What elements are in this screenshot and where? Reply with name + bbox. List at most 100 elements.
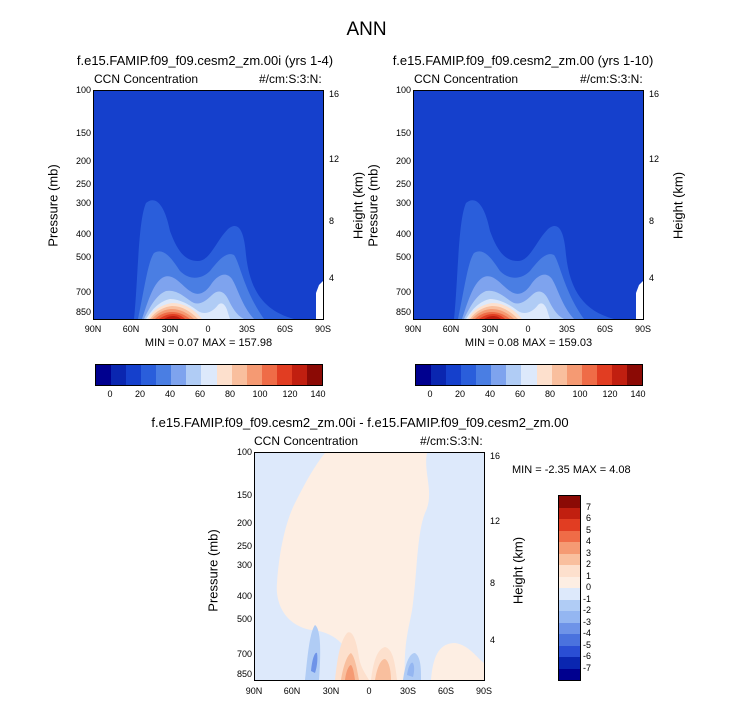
panel-2-ytick-500: 500	[395, 252, 411, 262]
panel-1-ytick-right-12: 12	[329, 154, 340, 164]
panel-2-colorbar-swatch	[491, 365, 507, 385]
panel-1-colorbar-tick: 120	[282, 389, 298, 399]
panel-3-ytick-400: 400	[236, 591, 252, 601]
panel-3-colorbar-tick: 4	[586, 536, 592, 546]
panel-3-colorbar-swatch	[559, 530, 580, 542]
panel-1-colorbar-swatch	[186, 365, 202, 385]
panel-1-ytick-100: 100	[75, 85, 91, 95]
panel-3-colorbar-tick: 7	[586, 502, 592, 512]
panel-3-ylabel-right: Height (km)	[510, 536, 526, 605]
panel-2-ytick-right-12: 12	[649, 154, 660, 164]
panel-3-xtick-90s: 90S	[475, 686, 492, 696]
panel-3-positive-region	[276, 453, 430, 680]
panel-3-colorbar-swatch	[559, 542, 580, 554]
panel-2-units-label: #/cm:S:3:N:	[580, 72, 643, 86]
panel-3-colorbar-swatch	[559, 657, 580, 669]
panel-1-ytick-300: 300	[75, 198, 91, 208]
panel-3-positive-region-south	[431, 643, 484, 680]
panel-1-ytick-850: 850	[75, 307, 91, 317]
panel-3-colorbar-swatch	[559, 668, 580, 680]
panel-2-ytick-right-8: 8	[649, 216, 655, 226]
panel-3-colorbar-tick: 1	[586, 571, 592, 581]
panel-3-ytick-right-12: 12	[490, 516, 501, 526]
panel-2-ytick-100: 100	[395, 85, 411, 95]
panel-2-colorbar-tick: 100	[572, 389, 588, 399]
panel-2-variable-label: CCN Concentration	[414, 72, 519, 86]
panel-1-colorbar-swatch	[171, 365, 187, 385]
panel-1-ytick-250: 250	[75, 179, 91, 189]
panel-2-plot	[413, 90, 644, 320]
panel-3-minmax: MIN = -2.35 MAX = 4.08	[512, 464, 631, 476]
panel-1-colorbar-tick: 0	[107, 389, 113, 399]
panel-3-plot	[254, 452, 485, 681]
panel-2-colorbar-tick: 20	[454, 389, 465, 399]
panel-1-variable-label: CCN Concentration	[94, 72, 199, 86]
panel-2-colorbar-swatch	[536, 365, 552, 385]
panel-3-xtick-90n: 90N	[245, 686, 263, 696]
panel-1-xtick-90s: 90S	[314, 324, 331, 334]
panel-1-colorbar-swatch	[96, 365, 112, 385]
panel-1-colorbar	[95, 364, 323, 386]
panel-2-colorbar-swatch	[506, 365, 522, 385]
panel-2-ytick-right-4: 4	[649, 273, 655, 283]
panel-1-ytick-150: 150	[75, 128, 91, 138]
panel-3-colorbar-tick: -7	[583, 663, 592, 673]
panel-2-ytick-250: 250	[395, 179, 411, 189]
panel-2-ylabel-right: Height (km)	[670, 171, 686, 240]
panel-1-xtick-30n: 30N	[161, 324, 179, 334]
panel-1-ylabel: Pressure (mb)	[45, 164, 61, 247]
panel-3-xtick-0: 0	[366, 686, 372, 696]
panel-1-ytick-right-8: 8	[329, 216, 335, 226]
panel-2-colorbar-tick: 140	[630, 389, 646, 399]
panel-2-contour-140	[484, 316, 501, 319]
panel-1-units-label: #/cm:S:3:N:	[259, 72, 322, 86]
panel-2-ytick-200: 200	[395, 156, 411, 166]
panel-1-colorbar-tick: 40	[164, 389, 175, 399]
panel-1-ytick-200: 200	[75, 156, 91, 166]
panel-2-ytick-400: 400	[395, 229, 411, 239]
panel-1-xtick-30s: 30S	[238, 324, 255, 334]
panel-2-colorbar-swatch	[551, 365, 567, 385]
panel-3-ytick-850: 850	[236, 669, 252, 679]
panel-2-colorbar-tick: 120	[602, 389, 618, 399]
panel-1-title: f.e15.FAMIP.f09_f09.cesm2_zm.00i (yrs 1-…	[76, 53, 334, 68]
panel-1-xtick-60n: 60N	[122, 324, 140, 334]
panel-2-colorbar-tick: 60	[514, 389, 525, 399]
panel-3-colorbar-tick: 0	[586, 582, 592, 592]
panel-3-variable-label: CCN Concentration	[254, 434, 359, 448]
panel-2-ylabel: Pressure (mb)	[365, 164, 381, 247]
panel-3-ytick-500: 500	[236, 614, 252, 624]
panel-1-colorbar-swatch	[216, 365, 232, 385]
panel-2-ytick-right-16: 16	[649, 89, 660, 99]
panel-3-colorbar-swatch	[559, 496, 580, 508]
panel-2-colorbar-swatch	[461, 365, 477, 385]
panel-3-colorbar-tick: -4	[583, 628, 592, 638]
panel-1-ytick-right-4: 4	[329, 273, 335, 283]
panel-3-colorbar-swatch	[559, 611, 580, 623]
panel-1-colorbar-tick: 140	[310, 389, 326, 399]
panel-3-colorbar	[558, 495, 581, 681]
panel-1-colorbar-swatch	[261, 365, 277, 385]
panel-2-colorbar-tick: 40	[484, 389, 495, 399]
panel-3-xtick-60s: 60S	[437, 686, 454, 696]
panel-3-colorbar-swatch	[559, 507, 580, 519]
panel-1-minmax: MIN = 0.07 MAX = 157.98	[144, 337, 273, 349]
panel-2-colorbar-swatch	[446, 365, 462, 385]
panel-3-colorbar-swatch	[559, 565, 580, 577]
panel-1-ytick-700: 700	[75, 287, 91, 297]
panel-3-colorbar-swatch	[559, 576, 580, 588]
panel-1-xtick-60s: 60S	[276, 324, 293, 334]
panel-3-contour-neg-2	[311, 652, 318, 673]
panel-1-colorbar-tick: 60	[194, 389, 205, 399]
panel-2-white-gap	[636, 281, 643, 319]
panel-2-minmax: MIN = 0.08 MAX = 159.03	[464, 337, 593, 349]
panel-2-ytick-850: 850	[395, 307, 411, 317]
panel-3-ytick-right-16: 16	[490, 451, 501, 461]
panel-2-colorbar-swatch	[566, 365, 582, 385]
panel-2-colorbar-swatch	[431, 365, 447, 385]
panel-1-white-gap	[316, 281, 323, 319]
panel-3-xtick-30n: 30N	[322, 686, 340, 696]
panel-2-colorbar-swatch	[581, 365, 597, 385]
panel-3-ytick-700: 700	[236, 649, 252, 659]
panel-3-colorbar-swatch	[559, 588, 580, 600]
